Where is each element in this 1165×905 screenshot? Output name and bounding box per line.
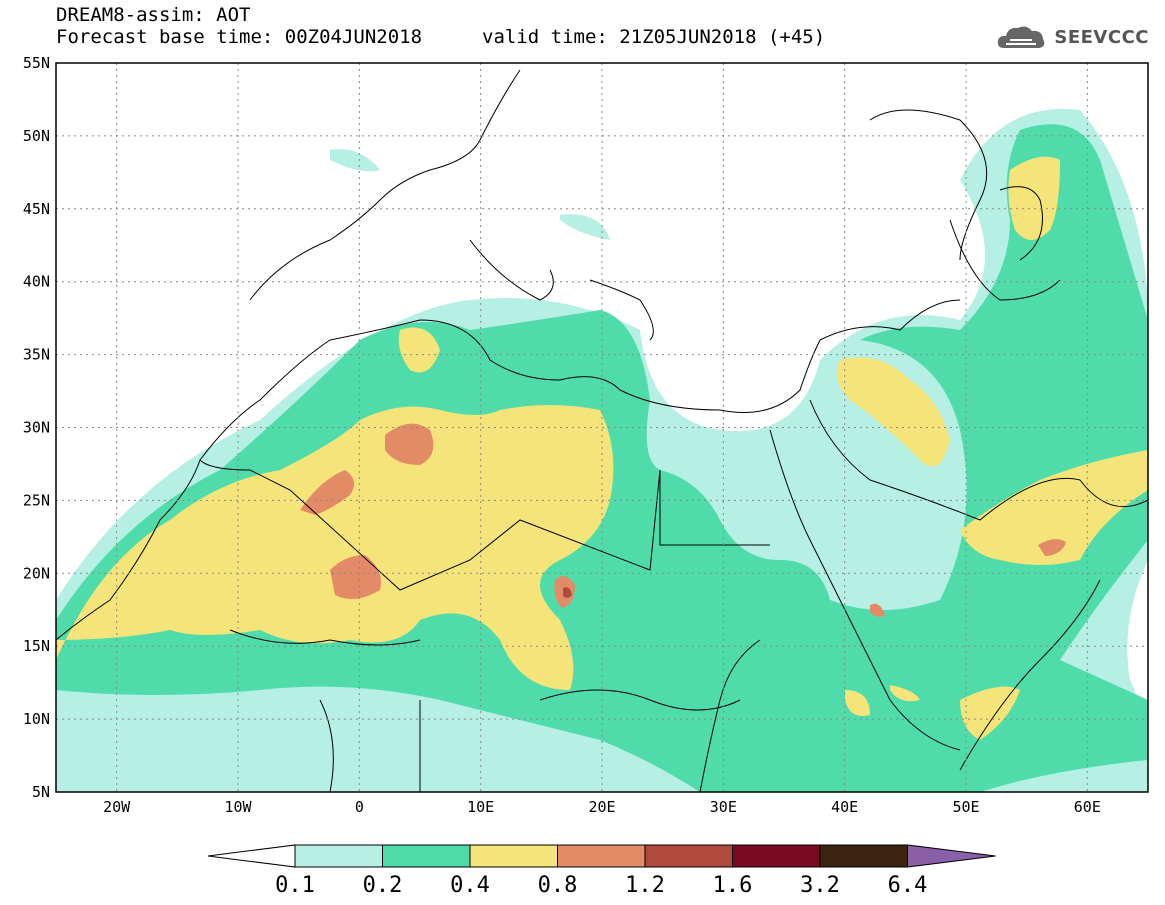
lon-label: 20E xyxy=(588,798,615,816)
legend-threshold-label: 0.4 xyxy=(450,873,490,898)
cloud-icon xyxy=(998,26,1045,48)
legend-threshold-label: 0.8 xyxy=(538,873,578,898)
latitude-labels: 55N 50N 45N 40N 35N 30N 25N 20N 15N 10N 5N xyxy=(23,54,50,801)
legend-arrow-high xyxy=(907,844,996,868)
legend-colorbar: 0.1 0.2 0.4 0.8 1.2 1.6 3.2 6.4 xyxy=(207,844,996,898)
lat-label: 10N xyxy=(23,710,50,728)
coastlines xyxy=(56,69,1148,792)
legend-threshold-label: 6.4 xyxy=(888,873,928,898)
lat-label: 55N xyxy=(23,54,50,72)
lon-label: 10E xyxy=(467,798,494,816)
lat-label: 5N xyxy=(32,783,50,801)
legend-swatch xyxy=(644,844,733,868)
lon-label: 10W xyxy=(224,798,252,816)
lat-label: 25N xyxy=(23,491,50,509)
longitude-labels: 20W 10W 0 10E 20E 30E 40E 50E 60E xyxy=(103,798,1101,816)
lon-label: 30E xyxy=(710,798,737,816)
forecast-base-time: Forecast base time: 00Z04JUN2018 xyxy=(56,26,423,48)
lon-label: 20W xyxy=(103,798,131,816)
legend-swatch xyxy=(294,844,383,868)
legend-swatch xyxy=(382,844,471,868)
lat-label: 15N xyxy=(23,637,50,655)
legend-swatch xyxy=(557,844,646,868)
lon-label: 50E xyxy=(952,798,979,816)
legend-threshold-label: 1.6 xyxy=(713,873,753,898)
lon-label: 0 xyxy=(355,798,364,816)
valid-time: valid time: 21Z05JUN2018 (+45) xyxy=(482,26,826,48)
lat-label: 45N xyxy=(23,200,50,218)
lon-label: 60E xyxy=(1074,798,1101,816)
map-grid xyxy=(56,63,1148,792)
map-title: DREAM8-assim: AOT xyxy=(56,4,251,26)
legend-swatch xyxy=(819,844,908,868)
lat-label: 50N xyxy=(23,127,50,145)
legend-threshold-label: 0.2 xyxy=(363,873,403,898)
aot-band-1.2 xyxy=(563,587,572,598)
logo-text: SEEVCCC xyxy=(1054,26,1149,48)
aot-shading xyxy=(56,108,1148,792)
map-frame xyxy=(55,62,1149,793)
legend-threshold-label: 1.2 xyxy=(625,873,665,898)
lat-label: 20N xyxy=(23,564,50,582)
legend-threshold-label: 0.1 xyxy=(275,873,315,898)
legend-threshold-label: 3.2 xyxy=(800,873,840,898)
lat-label: 30N xyxy=(23,419,50,437)
legend-swatch xyxy=(732,844,821,868)
seevccc-logo: SEEVCCC xyxy=(996,22,1149,52)
legend-arrow-low xyxy=(207,844,296,868)
legend-swatch xyxy=(469,844,558,868)
lat-label: 40N xyxy=(23,273,50,291)
lon-label: 40E xyxy=(831,798,858,816)
lat-label: 35N xyxy=(23,346,50,364)
